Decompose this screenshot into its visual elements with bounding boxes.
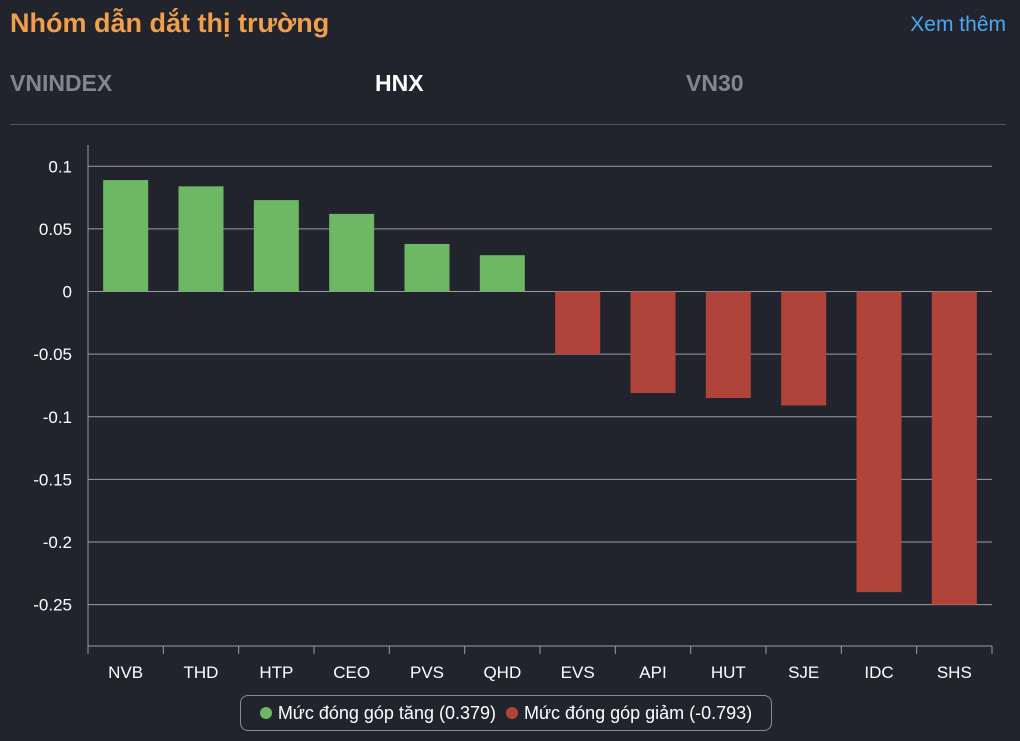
negative-dot-icon — [506, 707, 519, 719]
contribution-bar-chart: 0.1 0.05 0 -0.05 -0.1 -0.15 -0.2 -0.25 NVB THD HTP… — [33, 145, 993, 682]
bar-nvb — [103, 180, 149, 292]
x-tick-label: SHS — [937, 663, 972, 682]
legend-label-positive: Mức đóng góp tăng (0.379) — [277, 702, 497, 723]
y-tick-label: 0 — [63, 283, 72, 302]
bar-thd — [178, 186, 224, 292]
y-tick-label: -0.2 — [43, 533, 72, 552]
bar-idc — [856, 291, 902, 593]
tab-hnx[interactable]: HNX — [375, 70, 424, 96]
x-tick-label: IDC — [864, 663, 893, 682]
page-title: Nhóm dẫn dắt thị trường — [10, 8, 330, 38]
bar-api — [630, 291, 676, 393]
bar-sje — [781, 291, 827, 406]
legend-label-negative: Mức đóng góp giảm (-0.793) — [524, 702, 753, 723]
positive-dot-icon — [259, 707, 272, 719]
tabs-divider — [10, 124, 1006, 125]
x-tick-label: EVS — [561, 663, 595, 682]
x-tick-label: NVB — [108, 663, 143, 682]
y-tick-label: 0.1 — [48, 157, 72, 176]
see-more-link[interactable]: Xem thêm — [910, 13, 1006, 36]
bar-ceo — [329, 213, 375, 292]
tab-vn30[interactable]: VN30 — [686, 70, 744, 96]
legend-item-negative[interactable]: Mức đóng góp giảm (-0.793) — [506, 703, 752, 724]
legend-item-positive[interactable]: Mức đóng góp tăng (0.379) — [259, 702, 497, 724]
y-tick-label: -0.25 — [33, 596, 72, 615]
bar-evs — [555, 291, 601, 355]
x-tick-label: HTP — [259, 663, 293, 682]
y-tick-label: 0.05 — [39, 220, 72, 239]
chart-legend: Mức đóng góp tăng (0.379) Mức đóng góp g… — [240, 695, 772, 731]
bar-pvs — [404, 243, 450, 292]
x-tick-label: QHD — [483, 663, 521, 682]
index-tabs: VNINDEX HNX VN30 — [0, 70, 1020, 106]
bar-qhd — [479, 255, 525, 292]
bar-shs — [931, 291, 977, 605]
x-tick-label: CEO — [333, 663, 370, 682]
y-tick-label: -0.1 — [43, 408, 72, 427]
bar-htp — [253, 200, 299, 292]
x-tick-label: HUT — [711, 663, 746, 682]
x-tick-label: THD — [184, 663, 219, 682]
y-tick-label: -0.05 — [33, 345, 72, 364]
x-tick-label: PVS — [410, 663, 444, 682]
x-tick-label: SJE — [788, 663, 819, 682]
tab-vnindex[interactable]: VNINDEX — [10, 70, 113, 96]
bar-hut — [705, 291, 751, 398]
y-tick-label: -0.15 — [33, 470, 72, 489]
x-tick-label: API — [639, 663, 666, 682]
